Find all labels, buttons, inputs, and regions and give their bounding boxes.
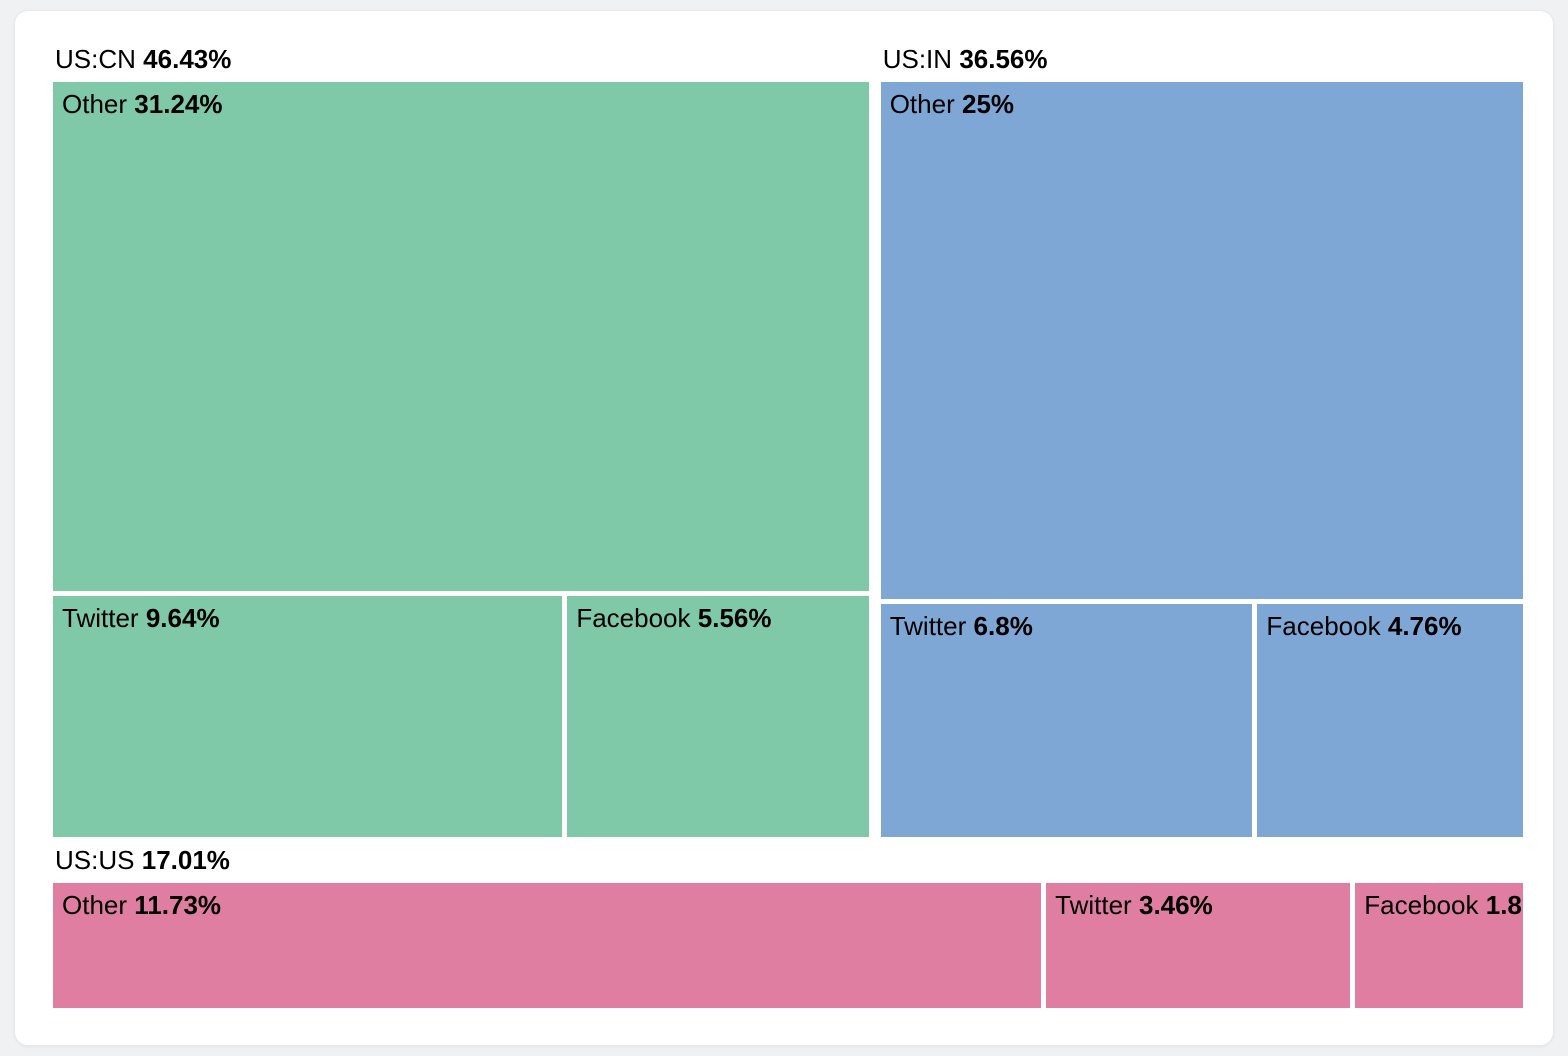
group-header-us-cn: US:CN 46.43% bbox=[53, 44, 869, 82]
cell-label: Facebook bbox=[1364, 890, 1479, 921]
cell-value: 31.24% bbox=[134, 89, 223, 119]
cell-label: Twitter bbox=[62, 602, 139, 633]
cell-value: 11.73% bbox=[134, 890, 222, 921]
cell-us-in-other[interactable]: Other 25% bbox=[880, 82, 1523, 599]
treemap-chart: US:CN 46.43% Other 31.24% Twitter 9.64% Fac… bbox=[15, 11, 1553, 1045]
group-value: 46.43% bbox=[143, 44, 232, 74]
group-value: 36.56% bbox=[959, 44, 1048, 74]
group-us-in: US:IN 36.56% Other 25% Twitter 6.8% Faceboo… bbox=[880, 44, 1523, 838]
cell-value: 6.8% bbox=[973, 610, 1033, 641]
cell-value: 25% bbox=[962, 89, 1015, 119]
cell-label: Twitter bbox=[1055, 890, 1132, 921]
treemap-row-top: US:CN 46.43% Other 31.24% Twitter 9.64% Fac… bbox=[53, 44, 1523, 838]
cell-label: Other bbox=[62, 89, 128, 119]
cell-us-cn-other[interactable]: Other 31.24% bbox=[53, 82, 869, 591]
cell-us-cn-twitter[interactable]: Twitter 9.64% bbox=[53, 595, 563, 838]
group-cells-us-in: Other 25% Twitter 6.8% Facebook 4.76% bbox=[880, 82, 1523, 838]
subrow-us-cn: Twitter 9.64% Facebook 5.56% bbox=[53, 595, 869, 838]
cell-us-in-twitter[interactable]: Twitter 6.8% bbox=[880, 603, 1253, 838]
treemap-row-bottom: US:US 17.01% Other 11.73% Twitter 3.46% Fac… bbox=[53, 845, 1523, 1008]
cell-us-us-other[interactable]: Other 11.73% bbox=[53, 883, 1042, 1008]
group-header-us-us: US:US 17.01% bbox=[53, 845, 1523, 883]
group-name: US:CN bbox=[55, 44, 136, 74]
cell-label: Facebook bbox=[576, 602, 691, 633]
group-header-us-in: US:IN 36.56% bbox=[881, 44, 1523, 82]
group-cells-us-cn: Other 31.24% Twitter 9.64% Facebook 5.56% bbox=[53, 82, 869, 838]
cell-value: 3.46% bbox=[1138, 890, 1213, 921]
group-name: US:IN bbox=[882, 44, 953, 74]
group-us-us: US:US 17.01% Other 11.73% Twitter 3.46% Fac… bbox=[53, 845, 1523, 1008]
cell-us-cn-facebook[interactable]: Facebook 5.56% bbox=[567, 595, 869, 838]
cell-value: 4.76% bbox=[1387, 610, 1462, 641]
chart-card: US:CN 46.43% Other 31.24% Twitter 9.64% Fac… bbox=[14, 10, 1554, 1046]
group-value: 17.01% bbox=[141, 845, 230, 876]
cell-label: Other bbox=[62, 890, 128, 921]
cell-value: 9.64% bbox=[145, 602, 220, 633]
group-name: US:US bbox=[55, 845, 135, 876]
cell-label: Facebook bbox=[1266, 610, 1381, 641]
group-us-cn: US:CN 46.43% Other 31.24% Twitter 9.64% Fac… bbox=[53, 44, 869, 838]
cell-label: Other bbox=[889, 89, 955, 119]
cell-value: 5.56% bbox=[697, 602, 772, 633]
subrow-us-in: Twitter 6.8% Facebook 4.76% bbox=[880, 603, 1523, 838]
cell-us-in-facebook[interactable]: Facebook 4.76% bbox=[1257, 603, 1523, 838]
cell-value: 1.81% bbox=[1485, 890, 1523, 921]
cell-label: Twitter bbox=[889, 610, 967, 641]
cell-us-us-twitter[interactable]: Twitter 3.46% bbox=[1046, 883, 1351, 1008]
